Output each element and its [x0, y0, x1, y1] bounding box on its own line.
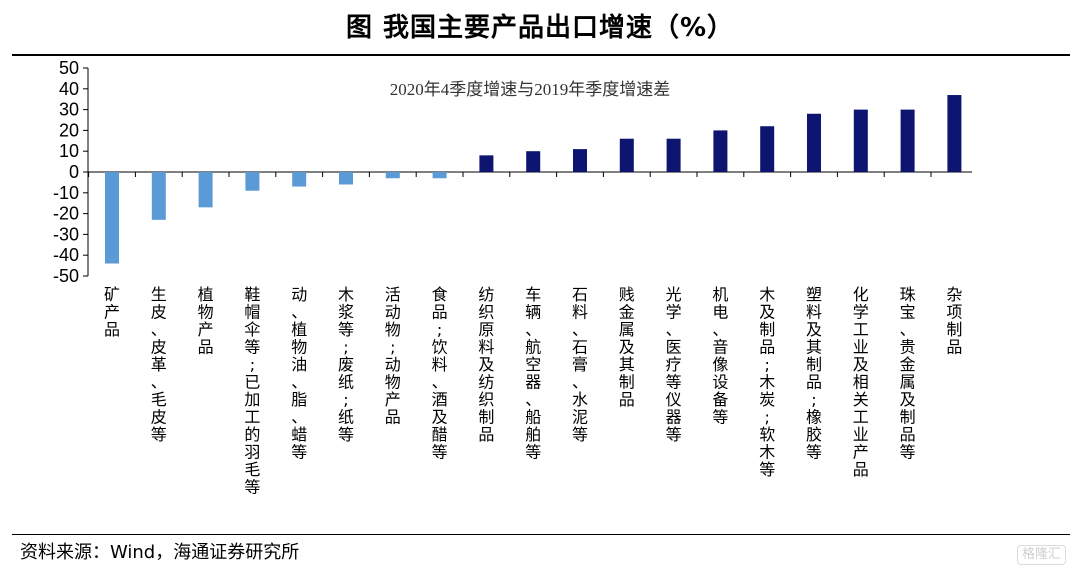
- bar-5: [292, 172, 307, 187]
- category-label: 塑料及其制品;橡胶等: [806, 285, 822, 462]
- category-label: 纺织原料及纺织制品: [478, 285, 494, 444]
- bar-16: [807, 113, 821, 172]
- bar-17: [853, 109, 868, 172]
- category-label: 动、植物油、脂、蜡等: [291, 285, 307, 462]
- category-label: 木浆等;废纸;纸等: [338, 285, 354, 444]
- y-tick-label: 20: [59, 120, 79, 140]
- y-tick-label: 40: [59, 79, 79, 99]
- bar-13: [666, 138, 681, 172]
- category-label: 石料、石膏、水泥等: [572, 285, 588, 444]
- bar-10: [526, 151, 541, 172]
- category-label: 矿产品: [104, 285, 120, 339]
- source-rule: [12, 534, 1070, 535]
- category-label: 贱金属及其制品: [619, 285, 635, 409]
- category-label: 光学、医疗等仪器等: [666, 285, 682, 444]
- bar-9: [479, 155, 494, 172]
- bar-18: [900, 109, 915, 172]
- bar-6: [339, 172, 353, 185]
- source-note: 资料来源：Wind，海通证券研究所: [20, 542, 300, 563]
- y-tick-label: 30: [59, 100, 79, 120]
- category-label: 杂项制品: [946, 285, 962, 357]
- y-tick-label: -30: [53, 224, 79, 244]
- bar-1: [105, 172, 119, 264]
- bar-14: [713, 130, 728, 172]
- category-label: 车辆、航空器、船舶等: [525, 285, 541, 462]
- bar-7: [385, 172, 400, 179]
- category-label: 鞋帽伞等;已加工的羽毛等: [244, 285, 260, 497]
- category-label: 食品;饮料、酒及醋等: [432, 285, 448, 462]
- bar-12: [619, 138, 634, 172]
- category-label: 植物产品: [198, 285, 214, 357]
- bar-19: [947, 95, 962, 172]
- y-tick-label: 50: [59, 58, 79, 78]
- bar-2: [151, 172, 166, 220]
- bar-15: [760, 126, 775, 172]
- category-labels: 矿产品 生皮、皮革、毛皮等 植物产品 鞋帽伞等;已加工的羽毛等 动、植物油、脂、蜡等 木浆…: [104, 285, 962, 497]
- y-tick-label: 10: [59, 141, 79, 161]
- category-label: 活动物;动物产品: [385, 285, 401, 427]
- bar-8: [432, 172, 447, 179]
- bars: [105, 95, 962, 264]
- category-label: 生皮、皮革、毛皮等: [151, 285, 167, 444]
- y-tick-label: -40: [53, 245, 79, 265]
- watermark-logo: 格隆汇: [1016, 545, 1066, 565]
- category-label: 化学工业及相关工业产品: [853, 285, 869, 479]
- bar-11: [573, 149, 587, 172]
- chart-annotation: 2020年4季度增速与2019年季度增速差: [390, 80, 671, 99]
- y-tick-label: -20: [53, 204, 79, 224]
- chart-title: 图 我国主要产品出口增速（%）: [345, 13, 735, 43]
- title-rule: [12, 54, 1070, 56]
- category-label: 机电、音像设备等: [712, 285, 728, 427]
- category-label: 木及制品;木炭;软木等: [759, 285, 775, 479]
- bar-4: [245, 172, 260, 191]
- bar-3: [198, 172, 213, 208]
- y-tick-label: 0: [69, 162, 79, 182]
- y-tick-label: -10: [53, 183, 79, 203]
- category-label: 珠宝、贵金属及制品等: [900, 285, 916, 462]
- y-tick-label: -50: [53, 266, 79, 286]
